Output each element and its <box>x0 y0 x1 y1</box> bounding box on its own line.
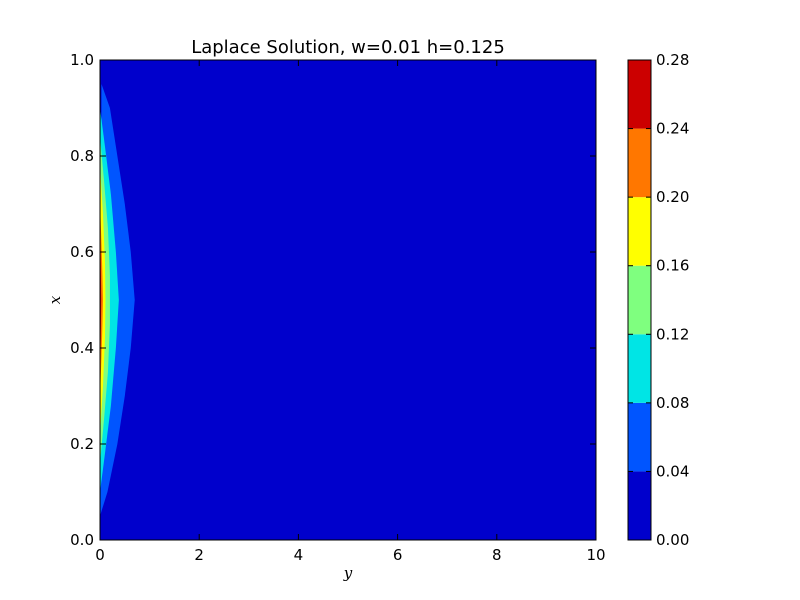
y-tick-label: 0.6 <box>70 243 94 261</box>
chart-title: Laplace Solution, w=0.01 h=0.125 <box>191 37 505 58</box>
colorbar-tick-label: 0.08 <box>656 394 689 412</box>
colorbar-segment <box>628 60 651 129</box>
x-tick-label: 0 <box>95 546 105 564</box>
colorbar-segment <box>628 471 651 540</box>
x-tick-label: 4 <box>294 546 304 564</box>
y-tick-label: 1.0 <box>70 51 94 69</box>
contour-band-0 <box>100 60 596 540</box>
colorbar-frame <box>627 59 652 541</box>
colorbar-tick-label: 0.24 <box>656 120 689 138</box>
colorbar-tick-label: 0.28 <box>656 51 689 69</box>
x-tick-label: 10 <box>586 546 605 564</box>
colorbar-segment <box>628 402 651 472</box>
y-tick-label: 0.0 <box>70 531 94 549</box>
colorbar-tick-label: 0.00 <box>656 531 689 549</box>
colorbar-tick-label: 0.04 <box>656 462 689 480</box>
x-tick-label: 6 <box>393 546 403 564</box>
colorbar-segment <box>628 128 651 198</box>
y-tick-label: 0.4 <box>70 339 94 357</box>
colorbar-tick-label: 0.12 <box>656 325 689 343</box>
colorbar-tick-label: 0.16 <box>656 257 689 275</box>
contour-fill-layer <box>100 60 596 540</box>
x-tick-label: 2 <box>194 546 204 564</box>
colorbar-tick-label: 0.20 <box>656 188 689 206</box>
y-axis-label: x <box>46 295 64 304</box>
x-axis: 0 2 4 6 8 10 <box>95 60 606 564</box>
colorbar-segment <box>628 197 651 266</box>
y-tick-label: 0.8 <box>70 147 94 165</box>
colorbar-segment <box>628 265 651 335</box>
plot-frame <box>99 59 597 541</box>
colorbar: 0.00 0.04 0.08 0.12 0.16 0.20 0.24 0.28 <box>627 51 689 549</box>
y-axis: 0.0 0.2 0.4 0.6 0.8 1.0 <box>70 51 596 549</box>
x-axis-label: y <box>343 564 353 582</box>
x-tick-label: 8 <box>492 546 502 564</box>
colorbar-segment <box>628 334 651 403</box>
y-tick-label: 0.2 <box>70 435 94 453</box>
